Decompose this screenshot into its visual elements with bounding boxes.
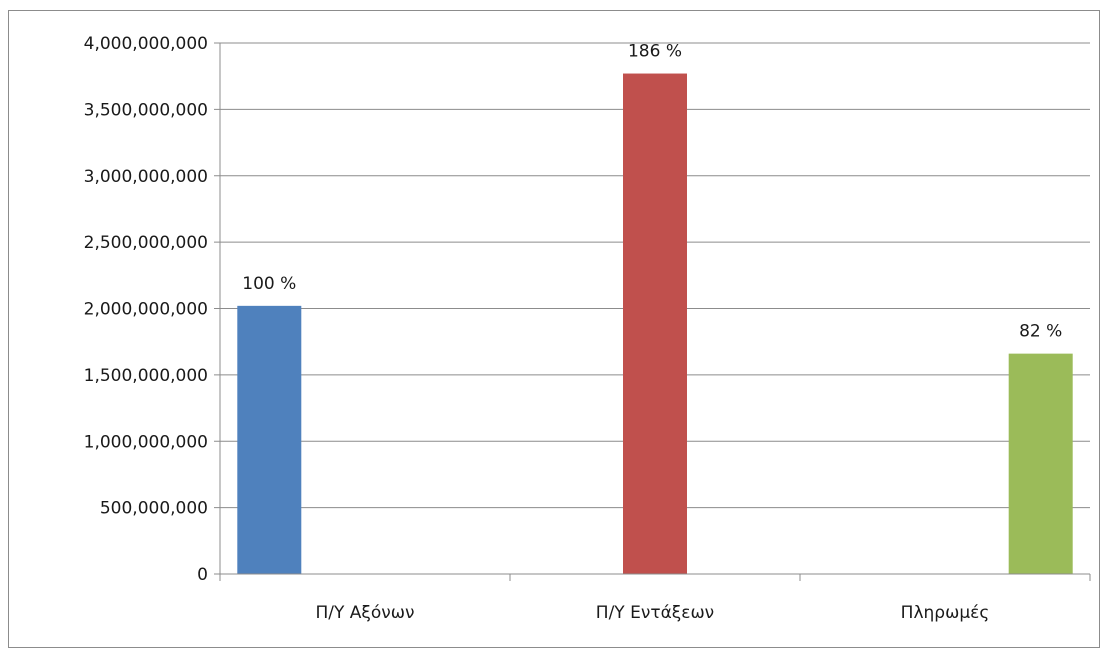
data-label: 186 %: [628, 42, 682, 62]
data-label: 100 %: [242, 274, 296, 294]
y-tick-label: 1,000,000,000: [84, 432, 208, 452]
x-category-label: Π/Υ Αξόνων: [315, 603, 414, 623]
chart-area: [8, 10, 1100, 648]
x-category-label: Π/Υ Εντάξεων: [596, 603, 714, 623]
y-tick-label: 500,000,000: [100, 499, 208, 519]
y-tick-label: 2,500,000,000: [84, 233, 208, 253]
bars: [237, 73, 1073, 574]
y-tick-label: 3,000,000,000: [84, 167, 208, 187]
bar: [623, 73, 687, 574]
y-tick-label: 3,500,000,000: [84, 100, 208, 120]
data-labels: 100 % 186 % 82 %: [242, 42, 1062, 342]
x-axis-category-labels: Π/Υ Αξόνων Π/Υ Εντάξεων Πληρωμές: [315, 603, 989, 623]
y-tick-label: 1,500,000,000: [84, 366, 208, 386]
y-tick-label: 2,000,000,000: [84, 300, 208, 320]
bar: [1008, 353, 1073, 574]
y-tick-label: 4,000,000,000: [84, 34, 208, 54]
y-tick-label: 0: [197, 565, 208, 585]
data-label: 82 %: [1019, 322, 1062, 342]
y-axis-tick-labels: 0 500,000,000 1,000,000,000 1,500,000,000 2,…: [84, 34, 208, 585]
axes: [219, 43, 1091, 581]
x-category-label: Πληρωμές: [901, 603, 990, 623]
bar: [237, 305, 302, 574]
